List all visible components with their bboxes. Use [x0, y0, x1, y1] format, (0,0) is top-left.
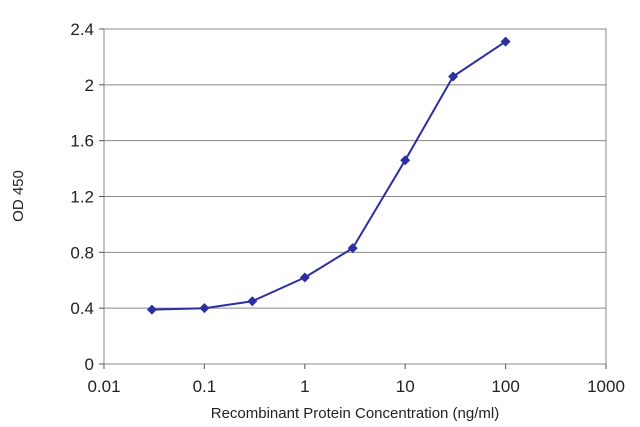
data-point — [400, 155, 411, 166]
x-tick-label: 1000 — [587, 377, 625, 396]
series-line — [151, 40, 507, 311]
x-axis-title: Recombinant Protein Concentration (ng/ml… — [211, 405, 499, 422]
data-point — [199, 303, 210, 314]
x-tick-label: 10 — [396, 377, 415, 396]
series-group — [146, 36, 511, 315]
data-point — [448, 71, 459, 82]
y-tick-label: 0.4 — [70, 299, 94, 318]
y-axis-title: OD 450 — [10, 170, 27, 222]
y-tick-label: 0.8 — [70, 243, 94, 262]
data-point — [347, 243, 358, 254]
x-axis: 0.01 0.1 1 10 100 1000 — [87, 364, 625, 396]
y-axis: 0 0.4 0.8 1.2 1.6 2 2.4 — [70, 20, 104, 374]
data-point — [247, 296, 258, 307]
x-tick-label: 100 — [491, 377, 519, 396]
data-point — [146, 304, 157, 315]
y-tick-label: 2.4 — [70, 20, 94, 39]
y-tick-label: 2 — [85, 76, 94, 95]
x-tick-label: 0.1 — [193, 377, 217, 396]
y-tick-label: 0 — [85, 355, 94, 374]
y-tick-label: 1.2 — [70, 188, 94, 207]
y-tick-label: 1.6 — [70, 132, 94, 151]
x-tick-label: 0.01 — [87, 377, 120, 396]
x-tick-label: 1 — [300, 377, 309, 396]
data-point — [299, 272, 310, 283]
data-point — [500, 36, 511, 47]
